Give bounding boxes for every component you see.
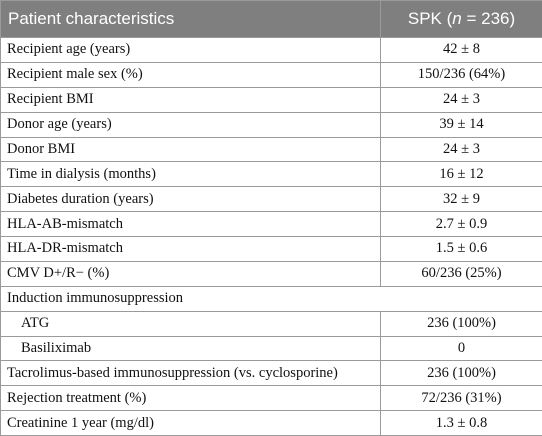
table-row: Time in dialysis (months) 16 ± 12: [0, 161, 542, 188]
row-value: 0: [380, 335, 542, 362]
row-label: ATG: [0, 310, 381, 337]
header-characteristics: Patient characteristics: [0, 0, 381, 38]
table-row: Recipient BMI 24 ± 3: [0, 86, 542, 113]
table-row: Donor age (years) 39 ± 14: [0, 111, 542, 138]
header-spk-prefix: SPK (: [407, 9, 453, 28]
header-row: Patient characteristics SPK (n = 236): [0, 0, 542, 38]
table-row: Tacrolimus-based immunosuppression (vs. …: [0, 360, 542, 387]
header-spk: SPK (n = 236): [380, 0, 542, 38]
row-value: 39 ± 14: [380, 111, 542, 138]
row-label: Recipient BMI: [0, 86, 381, 113]
row-label: Recipient age (years): [0, 37, 381, 63]
row-label: Creatinine 1 year (mg/dl): [0, 410, 381, 436]
row-value: 236 (100%): [380, 360, 542, 387]
header-spk-suffix: = 236): [461, 9, 516, 28]
row-label: CMV D+/R− (%): [0, 260, 381, 287]
row-label: Recipient male sex (%): [0, 61, 381, 88]
table-row: Recipient male sex (%) 150/236 (64%): [0, 61, 542, 88]
table-row: Diabetes duration (years) 32 ± 9: [0, 186, 542, 213]
table-row: HLA-DR-mismatch 1.5 ± 0.6: [0, 236, 542, 262]
row-value: 2.7 ± 0.9: [380, 211, 542, 237]
table-row: Recipient age (years) 42 ± 8: [0, 37, 542, 63]
row-label: Diabetes duration (years): [0, 186, 381, 213]
table-row: Donor BMI 24 ± 3: [0, 136, 542, 163]
table-row: Rejection treatment (%) 72/236 (31%): [0, 385, 542, 412]
table-row: HLA-AB-mismatch 2.7 ± 0.9: [0, 211, 542, 237]
row-label: Rejection treatment (%): [0, 385, 381, 412]
row-value: 150/236 (64%): [380, 61, 542, 88]
row-label: HLA-DR-mismatch: [0, 236, 381, 262]
section-label: Induction immunosuppression: [0, 285, 542, 312]
row-value: 16 ± 12: [380, 161, 542, 188]
row-value: 1.3 ± 0.8: [380, 410, 542, 436]
row-label: Time in dialysis (months): [0, 161, 381, 188]
row-value: 236 (100%): [380, 310, 542, 337]
table-row: CMV D+/R− (%) 60/236 (25%): [0, 260, 542, 287]
row-value: 42 ± 8: [380, 37, 542, 63]
row-value: 24 ± 3: [380, 136, 542, 163]
row-label: Donor BMI: [0, 136, 381, 163]
row-value: 72/236 (31%): [380, 385, 542, 412]
table-row: ATG 236 (100%): [0, 310, 542, 337]
table-row: Basiliximab 0: [0, 335, 542, 362]
table-body: Recipient age (years) 42 ± 8 Recipient m…: [0, 37, 542, 436]
header-spk-n: n: [452, 9, 462, 28]
row-label: Tacrolimus-based immunosuppression (vs. …: [0, 360, 381, 387]
row-label: Donor age (years): [0, 111, 381, 138]
table-header: Patient characteristics SPK (n = 236): [0, 0, 542, 38]
row-value: 24 ± 3: [380, 86, 542, 113]
table-row: Creatinine 1 year (mg/dl) 1.3 ± 0.8: [0, 410, 542, 436]
table-row-section: Induction immunosuppression: [0, 285, 542, 312]
row-label: Basiliximab: [0, 335, 381, 362]
row-value: 32 ± 9: [380, 186, 542, 213]
row-label: HLA-AB-mismatch: [0, 211, 381, 237]
row-value: 60/236 (25%): [380, 260, 542, 287]
row-value: 1.5 ± 0.6: [380, 236, 542, 262]
